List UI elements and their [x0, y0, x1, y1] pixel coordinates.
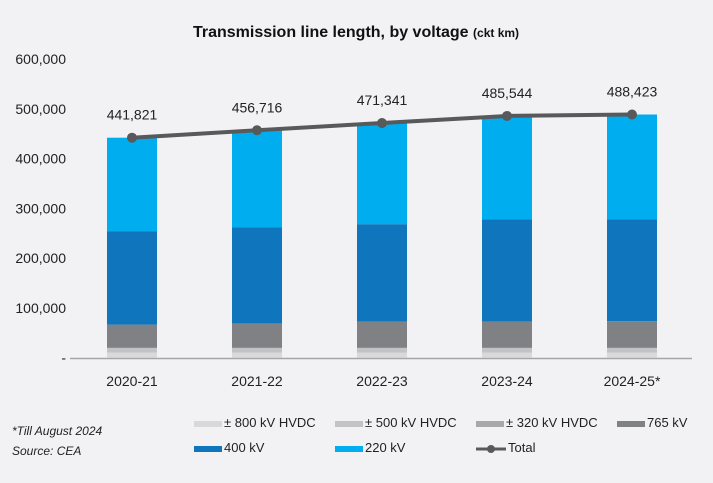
y-tick-label: 300,000: [15, 200, 66, 216]
x-tick-label: 2020-21: [106, 373, 158, 389]
legend-swatch: [617, 421, 645, 427]
total-data-label: 456,716: [232, 99, 283, 115]
bar-segment: [482, 321, 532, 348]
bar-segment: [482, 219, 532, 322]
legend-label: 220 kV: [365, 440, 406, 455]
bar-segment: [607, 321, 657, 348]
x-tick-label: 2024-25*: [604, 373, 661, 389]
x-tick-label: 2021-22: [231, 373, 283, 389]
legend-label: ± 800 kV HVDC: [224, 415, 316, 430]
legend-label: 400 kV: [224, 440, 265, 455]
legend-swatch: [194, 446, 222, 452]
total-data-label: 441,821: [107, 107, 158, 123]
y-tick-label: 100,000: [15, 300, 66, 316]
bar-segment: [232, 227, 282, 324]
legend-swatch: [335, 421, 363, 427]
total-data-label: 488,423: [607, 84, 658, 100]
bar-segment: [107, 324, 157, 348]
bar-segment: [107, 347, 157, 353]
bar-segment: [607, 347, 657, 353]
total-marker: [252, 125, 262, 136]
footnote: *Till August 2024: [12, 424, 103, 438]
legend-swatch: [335, 446, 363, 452]
legend-label: 765 kV: [647, 415, 688, 430]
legend-swatch: [194, 421, 222, 427]
y-tick-label: 200,000: [15, 250, 66, 266]
x-tick-label: 2022-23: [356, 373, 408, 389]
total-marker: [627, 109, 637, 120]
total-marker: [377, 118, 387, 129]
bar-segment: [357, 123, 407, 225]
legend-label: ± 500 kV HVDC: [365, 415, 457, 430]
y-tick-label: 500,000: [15, 101, 66, 117]
total-data-label: 485,544: [482, 85, 533, 101]
bar-segment: [482, 347, 532, 353]
bar-segment: [232, 352, 282, 358]
bar-segment: [357, 352, 407, 358]
x-tick-label: 2023-24: [481, 373, 533, 389]
bar-segment: [232, 323, 282, 348]
y-tick-label: -: [61, 350, 66, 366]
bar-segment: [107, 231, 157, 325]
bar-segment: [357, 321, 407, 348]
bar-segment: [357, 224, 407, 322]
total-marker: [127, 132, 137, 143]
legend-marker: [487, 445, 495, 453]
bar-segment: [607, 219, 657, 322]
bar-segment: [482, 115, 532, 220]
bar-segment: [357, 347, 407, 353]
y-tick-label: 400,000: [15, 151, 66, 167]
y-tick-label: 600,000: [15, 51, 66, 67]
total-marker: [502, 110, 512, 121]
legend-label: Total: [508, 440, 536, 455]
bar-segment: [232, 130, 282, 228]
legend-swatch: [476, 421, 504, 427]
total-data-label: 471,341: [357, 92, 408, 108]
bar-segment: [607, 352, 657, 358]
bar-segment: [232, 347, 282, 353]
bar-segment: [482, 352, 532, 358]
source-note: Source: CEA: [12, 444, 82, 458]
bar-segment: [607, 114, 657, 220]
chart-title: Transmission line length, by voltage (ck…: [193, 24, 519, 41]
bar-segment: [107, 137, 157, 232]
bar-segment: [107, 352, 157, 358]
legend-label: ± 320 kV HVDC: [506, 415, 598, 430]
